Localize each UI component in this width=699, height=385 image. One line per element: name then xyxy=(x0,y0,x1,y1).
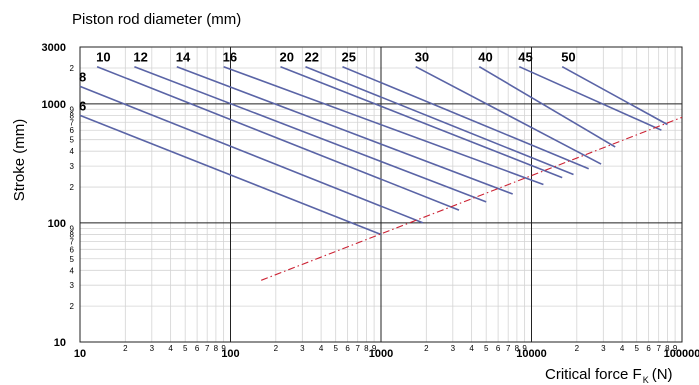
y-minor-tick-label: 4 xyxy=(70,147,75,156)
x-minor-tick-label: 6 xyxy=(195,344,200,353)
y-minor-tick-label: 9 xyxy=(70,105,75,114)
x-minor-tick-label: 4 xyxy=(319,344,324,353)
x-tick-label: 10 xyxy=(74,348,86,360)
x-minor-tick-label: 7 xyxy=(355,344,360,353)
series-label-25: 25 xyxy=(342,50,356,65)
x-minor-tick-label: 6 xyxy=(496,344,501,353)
x-minor-tick-label: 9 xyxy=(522,344,527,353)
x-minor-tick-label: 2 xyxy=(123,344,128,353)
series-line-22 xyxy=(306,67,574,175)
chart-title: Piston rod diameter (mm) xyxy=(72,11,241,28)
x-minor-tick-label: 4 xyxy=(620,344,625,353)
x-minor-tick-label: 2 xyxy=(274,344,279,353)
series-line-50 xyxy=(562,67,667,125)
x-minor-tick-label: 4 xyxy=(469,344,474,353)
series-label-14: 14 xyxy=(176,50,191,65)
x-minor-tick-label: 6 xyxy=(646,344,651,353)
x-minor-tick-label: 3 xyxy=(150,344,155,353)
x-minor-tick-label: 2 xyxy=(424,344,429,353)
x-minor-tick-label: 9 xyxy=(221,344,226,353)
x-minor-tick-label: 3 xyxy=(300,344,305,353)
series-label-22: 22 xyxy=(305,50,319,65)
x-axis-label-subscript: K xyxy=(643,375,649,385)
y-minor-tick-label: 5 xyxy=(70,255,75,264)
series-line-12 xyxy=(134,67,486,202)
y-tick-label: 1000 xyxy=(42,99,66,111)
series-label-50: 50 xyxy=(561,50,575,65)
y-tick-label: 100 xyxy=(48,218,66,230)
x-minor-tick-label: 5 xyxy=(484,344,489,353)
series-line-8 xyxy=(80,86,423,223)
x-minor-tick-label: 8 xyxy=(665,344,670,353)
x-axis-label: Critical force FK (N) xyxy=(545,366,673,385)
x-minor-tick-label: 7 xyxy=(205,344,210,353)
x-tick-label: 10000 xyxy=(516,348,547,360)
series-label-10: 10 xyxy=(96,50,110,65)
x-axis-label-unit: (N) xyxy=(652,366,673,383)
x-minor-tick-label: 2 xyxy=(575,344,580,353)
y-tick-label: 3000 xyxy=(42,42,66,54)
series-label-40: 40 xyxy=(478,50,492,65)
y-minor-tick-label: 5 xyxy=(70,136,75,145)
x-minor-tick-label: 3 xyxy=(451,344,456,353)
x-minor-tick-label: 8 xyxy=(364,344,369,353)
series-label-8: 8 xyxy=(79,69,86,84)
series-line-10 xyxy=(97,67,459,210)
x-minor-tick-label: 8 xyxy=(515,344,520,353)
x-minor-tick-label: 9 xyxy=(372,344,377,353)
y-axis-label: Stroke (mm) xyxy=(11,119,28,202)
y-minor-tick-label: 4 xyxy=(70,266,75,275)
series-label-30: 30 xyxy=(415,50,429,65)
series-label-45: 45 xyxy=(518,50,532,65)
y-minor-tick-label: 9 xyxy=(70,224,75,233)
y-minor-tick-label: 3 xyxy=(70,281,75,290)
x-minor-tick-label: 3 xyxy=(601,344,606,353)
y-minor-tick-label: 3 xyxy=(70,162,75,171)
x-minor-tick-label: 5 xyxy=(333,344,338,353)
y-minor-tick-label: 2 xyxy=(70,183,75,192)
series-label-6: 6 xyxy=(79,98,86,113)
series-label-20: 20 xyxy=(280,50,294,65)
x-minor-tick-label: 5 xyxy=(634,344,639,353)
x-minor-tick-label: 7 xyxy=(506,344,511,353)
x-minor-tick-label: 6 xyxy=(345,344,350,353)
x-axis-label-text: Critical force F xyxy=(545,366,642,383)
x-minor-tick-label: 4 xyxy=(168,344,173,353)
y-minor-tick-label: 6 xyxy=(70,126,75,135)
x-minor-tick-label: 8 xyxy=(214,344,219,353)
x-minor-tick-label: 7 xyxy=(656,344,661,353)
y-minor-tick-label: 2 xyxy=(70,302,75,311)
x-minor-tick-label: 9 xyxy=(673,344,678,353)
y-minor-tick-label: 6 xyxy=(70,245,75,254)
series-line-45 xyxy=(519,67,661,131)
series-label-12: 12 xyxy=(133,50,147,65)
grid xyxy=(80,47,682,342)
series-label-16: 16 xyxy=(223,50,237,65)
y-tick-label: 10 xyxy=(54,337,66,349)
y-minor-tick-label: 2 xyxy=(70,64,75,73)
x-minor-tick-label: 5 xyxy=(183,344,188,353)
